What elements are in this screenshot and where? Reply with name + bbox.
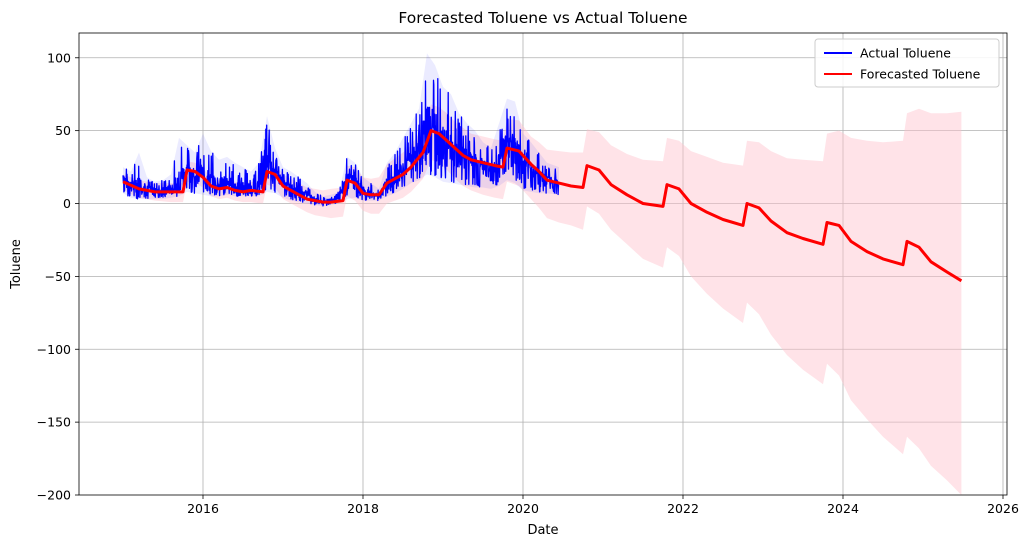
legend: Actual Toluene Forecasted Toluene	[814, 38, 1000, 88]
x-tick-label: 2022	[667, 501, 699, 516]
series-layer	[122, 53, 963, 283]
x-axis-ticks: 2016 2018 2020 2022 2024 2026	[187, 495, 1019, 516]
y-axis-ticks: 100 50 0 −50 −100 −150 −200	[37, 50, 79, 503]
x-axis-title: Date	[527, 523, 558, 538]
grid	[79, 33, 1007, 495]
legend-label-actual: Actual Toluene	[860, 46, 951, 61]
legend-box	[814, 38, 1000, 88]
actual-series-envelope	[123, 53, 559, 207]
y-tick-label: −50	[45, 269, 71, 284]
y-tick-label: 50	[55, 123, 71, 138]
y-tick-label: −100	[37, 342, 71, 357]
plot-frame	[78, 32, 1008, 496]
y-tick-label: 100	[47, 50, 71, 65]
legend-label-forecast: Forecasted Toluene	[860, 67, 981, 82]
forecast-series-line	[122, 129, 963, 283]
y-tick-label: 0	[63, 196, 71, 211]
y-axis-title: Toluene	[9, 239, 24, 290]
y-tick-label: −200	[37, 488, 71, 503]
y-tick-label: −150	[37, 415, 71, 430]
x-tick-label: 2020	[507, 501, 539, 516]
chart-title: Forecasted Toluene vs Actual Toluene	[398, 9, 687, 27]
x-tick-label: 2026	[987, 501, 1019, 516]
x-tick-label: 2018	[347, 501, 379, 516]
x-tick-label: 2016	[187, 501, 219, 516]
x-tick-label: 2024	[827, 501, 859, 516]
